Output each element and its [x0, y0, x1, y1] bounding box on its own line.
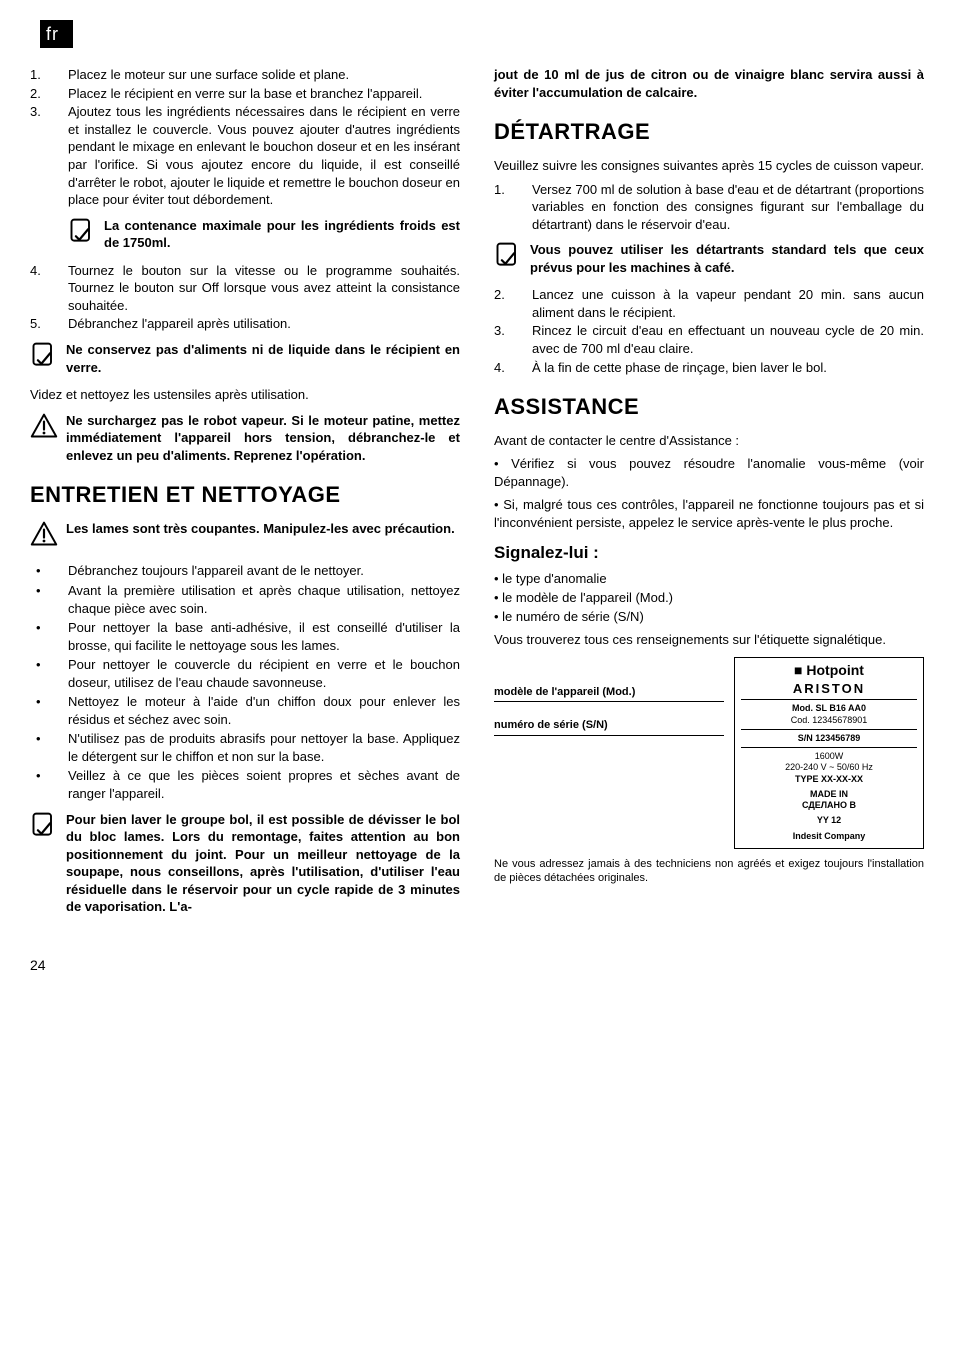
step-text: Placez le récipient en verre sur la base… — [68, 85, 460, 103]
bullet-dot: • — [30, 730, 68, 765]
plate-made2: СДЕЛАНО В — [741, 800, 917, 811]
bullet-text: Pour nettoyer la base anti-adhésive, il … — [68, 619, 460, 654]
columns: 1.Placez le moteur sur une surface solid… — [30, 66, 924, 926]
steps-b: 4.Tournez le bouton sur la vitesse ou le… — [30, 262, 460, 333]
step-text: Tournez le bouton sur la vitesse ou le p… — [68, 262, 460, 315]
heading-descale: DÉTARTRAGE — [494, 117, 924, 147]
paragraph: Videz et nettoyez les ustensiles après u… — [30, 386, 460, 404]
plate-type: TYPE XX-XX-XX — [741, 774, 917, 785]
step-text: Rincez le circuit d'eau en effectuant un… — [532, 322, 924, 357]
step-text: Lancez une cuisson à la vapeur pendant 2… — [532, 286, 924, 321]
plate-cod: Cod. 12345678901 — [741, 715, 917, 726]
step-text: Débranchez l'appareil après utilisation. — [68, 315, 460, 333]
label-mod: modèle de l'appareil (Mod.) — [494, 679, 724, 703]
step-num: 3. — [30, 103, 68, 208]
descale-intro: Veuillez suivre les consignes suivantes … — [494, 157, 924, 175]
plate-brand1: ■ Hotpoint — [741, 662, 917, 682]
bullet-dot: • — [30, 693, 68, 728]
bullet-dot: • — [30, 656, 68, 691]
warn-icon — [30, 520, 66, 553]
heading-signal: Signalez-lui : — [494, 542, 924, 565]
step-num: 2. — [494, 286, 532, 321]
plate-made: MADE IN — [741, 789, 917, 800]
step-text: Versez 700 ml de solution à base d'eau e… — [532, 181, 924, 234]
note-text: Vous pouvez utiliser les détartrants sta… — [530, 241, 924, 276]
note-text: Pour bien laver le groupe bol, il est po… — [66, 811, 460, 916]
signal-list: • le type d'anomalie • le modèle de l'ap… — [494, 570, 924, 625]
label-lines: modèle de l'appareil (Mod.) numéro de sé… — [494, 657, 724, 745]
plate-comp: Indesit Company — [741, 831, 917, 842]
assist-bullet: • Vérifiez si vous pouvez résoudre l'ano… — [494, 455, 924, 490]
plate-yy: YY 12 — [741, 815, 917, 826]
step-num: 1. — [494, 181, 532, 234]
carryover-text: jout de 10 ml de jus de citron ou de vin… — [494, 66, 924, 101]
descale-step1: 1.Versez 700 ml de solution à base d'eau… — [494, 181, 924, 234]
bullet-text: Nettoyez le moteur à l'aide d'un chiffon… — [68, 693, 460, 728]
rating-plate: ■ Hotpoint ARISTON Mod. SL B16 AA0 Cod. … — [734, 657, 924, 849]
step-num: 4. — [494, 359, 532, 377]
bullet-text: N'utilisez pas de produits abrasifs pour… — [68, 730, 460, 765]
note-storage: Ne conservez pas d'aliments ni de liquid… — [30, 341, 460, 376]
step-num: 5. — [30, 315, 68, 333]
note-capacity: La contenance maximale pour les ingrédie… — [68, 217, 460, 252]
step-num: 1. — [30, 66, 68, 84]
assist-intro: Avant de contacter le centre d'Assistanc… — [494, 432, 924, 450]
bullet-dot: • — [30, 582, 68, 617]
cleaning-bullets: •Débranchez toujours l'appareil avant de… — [30, 562, 460, 802]
note-icon — [68, 217, 104, 252]
plate-volt: 220-240 V ~ 50/60 Hz — [741, 762, 917, 773]
label-figure: modèle de l'appareil (Mod.) numéro de sé… — [494, 657, 924, 849]
step-num: 3. — [494, 322, 532, 357]
signal-item: • le type d'anomalie — [494, 570, 924, 588]
language-tab: fr — [40, 20, 73, 48]
note-descale: Vous pouvez utiliser les détartrants sta… — [494, 241, 924, 276]
page-number: 24 — [30, 956, 924, 975]
note-icon — [30, 811, 66, 916]
warn-icon — [30, 412, 66, 465]
note-icon — [30, 341, 66, 376]
label-sn: numéro de série (S/N) — [494, 712, 724, 736]
bullet-dot: • — [30, 619, 68, 654]
warn-text: Les lames sont très coupantes. Manipulez… — [66, 520, 460, 553]
heading-assist: ASSISTANCE — [494, 392, 924, 422]
disclaimer: Ne vous adressez jamais à des technicien… — [494, 857, 924, 886]
note-text: Ne conservez pas d'aliments ni de liquid… — [66, 341, 460, 376]
signal-after: Vous trouverez tous ces renseignements s… — [494, 631, 924, 649]
bullet-dot: • — [30, 562, 68, 580]
note-bowl: Pour bien laver le groupe bol, il est po… — [30, 811, 460, 916]
bullet-text: Avant la première utilisation et après c… — [68, 582, 460, 617]
note-icon — [494, 241, 530, 276]
steps-a: 1.Placez le moteur sur une surface solid… — [30, 66, 460, 208]
bullet-text: Veillez à ce que les pièces soient propr… — [68, 767, 460, 802]
right-column: jout de 10 ml de jus de citron ou de vin… — [494, 66, 924, 926]
step-num: 2. — [30, 85, 68, 103]
step-num: 4. — [30, 262, 68, 315]
plate-mod: Mod. SL B16 AA0 — [741, 703, 917, 714]
plate-watt: 1600W — [741, 751, 917, 762]
warn-overload: Ne surchargez pas le robot vapeur. Si le… — [30, 412, 460, 465]
bullet-text: Débranchez toujours l'appareil avant de … — [68, 562, 460, 580]
plate-brand2: ARISTON — [741, 681, 917, 700]
warn-blades: Les lames sont très coupantes. Manipulez… — [30, 520, 460, 553]
assist-bullet: • Si, malgré tous ces contrôles, l'appar… — [494, 496, 924, 531]
step-text: À la fin de cette phase de rinçage, bien… — [532, 359, 924, 377]
descale-rest: 2.Lancez une cuisson à la vapeur pendant… — [494, 286, 924, 376]
note-text: La contenance maximale pour les ingrédie… — [104, 217, 460, 252]
warn-text: Ne surchargez pas le robot vapeur. Si le… — [66, 412, 460, 465]
heading-cleaning: ENTRETIEN ET NETTOYAGE — [30, 480, 460, 510]
step-text: Placez le moteur sur une surface solide … — [68, 66, 460, 84]
left-column: 1.Placez le moteur sur une surface solid… — [30, 66, 460, 926]
bullet-text: Pour nettoyer le couvercle du récipient … — [68, 656, 460, 691]
bullet-dot: • — [30, 767, 68, 802]
signal-item: • le modèle de l'appareil (Mod.) — [494, 589, 924, 607]
step-text: Ajoutez tous les ingrédients nécessaires… — [68, 103, 460, 208]
signal-item: • le numéro de série (S/N) — [494, 608, 924, 626]
plate-sn: S/N 123456789 — [741, 733, 917, 744]
